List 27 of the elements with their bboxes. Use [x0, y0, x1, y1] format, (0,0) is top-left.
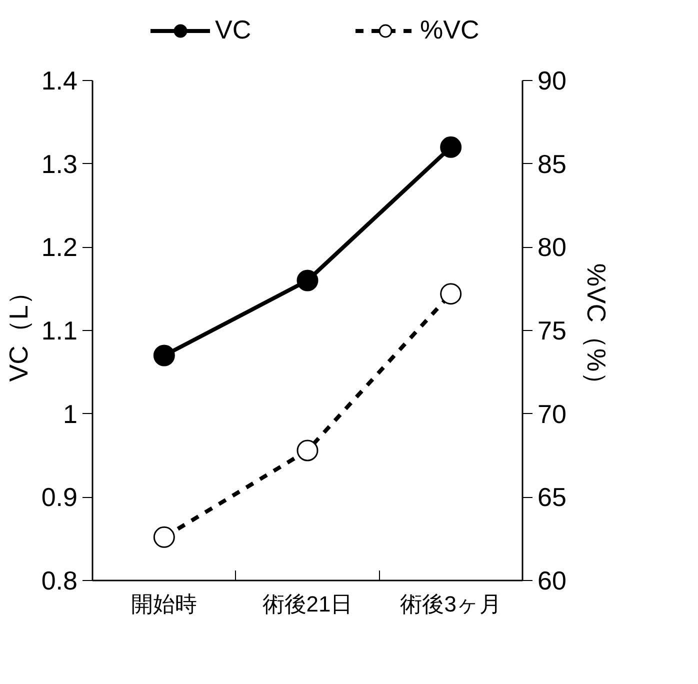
legend-label: %VC	[420, 14, 480, 46]
point	[153, 344, 175, 366]
point	[153, 526, 175, 548]
y-tick-label: 0.9	[41, 482, 78, 512]
x-tick-label: 術後21日	[262, 592, 353, 616]
legend-label: VC	[215, 14, 252, 46]
y2-tick-label: 85	[538, 148, 566, 179]
y2-axis-title: %VC（%）	[581, 263, 612, 398]
y-tick-label: 1.1	[41, 316, 78, 346]
y-axis-title: VC（L）	[3, 279, 34, 382]
y-tick-label: 1.3	[41, 148, 78, 179]
y-tick-label: 1.2	[41, 232, 78, 262]
y2-tick-label: 80	[538, 232, 566, 262]
y-tick-label: 1.4	[41, 66, 78, 96]
y-tick-label: 1	[63, 398, 78, 429]
y-tick-label: 0.8	[41, 566, 78, 596]
point	[440, 136, 462, 158]
point	[440, 283, 462, 305]
y2-tick-label: 90	[538, 66, 566, 96]
y2-tick-label: 70	[538, 398, 566, 429]
y2-tick-label: 65	[538, 482, 566, 512]
point	[296, 270, 318, 292]
x-tick-label: 術後3ヶ月	[400, 592, 502, 616]
point	[296, 440, 318, 462]
x-tick-label: 開始時	[131, 592, 198, 616]
y2-tick-label: 75	[538, 316, 566, 346]
y2-tick-label: 60	[538, 566, 566, 596]
